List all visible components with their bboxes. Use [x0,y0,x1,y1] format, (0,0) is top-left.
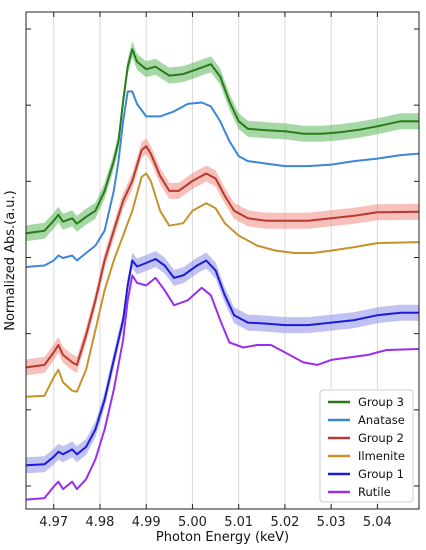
x-tick-label: 5.00 [178,515,207,530]
x-tick-label: 4.97 [39,515,68,530]
y-axis-label: Normalized Abs.(a.u.) [3,190,18,331]
x-tick-label: 4.99 [132,515,161,530]
series-group-2 [25,145,420,369]
y-axis-ticks [26,28,419,487]
legend-entry: Rutile [358,485,391,499]
legend-entry: Ilmenite [358,449,405,463]
series-group-3 [25,48,419,235]
legend-entry: Group 2 [358,431,404,445]
series-anatase [25,90,420,268]
x-tick-label: 5.03 [317,515,346,530]
series-ilmenite [25,172,420,398]
spectra-lines [25,48,420,501]
legend-entry: Anatase [358,413,405,427]
legend-entry: Group 1 [358,467,404,481]
legend: Group 3 Anatase Group 2 Ilmenite Group 1 Ruti… [319,389,414,503]
x-tick-label: 5.04 [363,515,392,530]
x-tick-label: 5.02 [270,515,299,530]
series-rutile [25,274,420,501]
series-group-1 [25,258,419,467]
x-tick-label: 5.01 [224,515,253,530]
x-axis-label: Photon Energy (keV) [156,530,289,545]
x-axis-ticks: 4.97 4.98 4.99 5.00 5.01 5.02 5.03 5.04 [39,12,392,530]
plot-frame [25,11,420,510]
legend-entry: Group 3 [358,395,404,409]
x-tick-label: 4.98 [85,515,114,530]
